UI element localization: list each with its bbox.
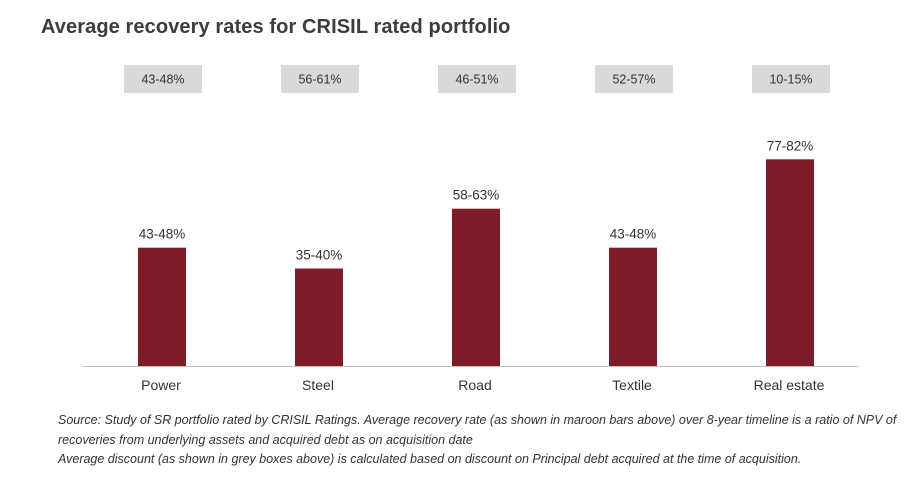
x-tick-label: Steel	[302, 377, 334, 393]
discount-label: 46-51%	[455, 73, 498, 87]
bar-value-label: 43-48%	[610, 227, 657, 242]
discount-label: 10-15%	[769, 73, 812, 87]
discount-label: 52-57%	[612, 73, 655, 87]
x-tick-label: Real estate	[754, 377, 825, 393]
discount-box	[595, 65, 673, 93]
discount-box	[438, 65, 516, 93]
discount-note: Average discount (as shown in grey boxes…	[58, 452, 802, 466]
bar	[766, 159, 814, 366]
x-tick-label: Textile	[612, 377, 652, 393]
bar-value-label: 43-48%	[139, 227, 186, 242]
bar	[295, 268, 343, 366]
discount-box	[124, 65, 202, 93]
bar-value-label: 77-82%	[767, 138, 814, 153]
bar	[138, 247, 186, 366]
bar-value-label: 58-63%	[453, 188, 500, 203]
source-note: Source: Study of SR portfolio rated by C…	[58, 413, 897, 447]
discount-label: 56-61%	[298, 73, 341, 87]
bar-value-label: 35-40%	[296, 248, 343, 263]
discount-box	[752, 65, 830, 93]
discount-box	[281, 65, 359, 93]
discount-label: 43-48%	[141, 73, 184, 87]
x-tick-label: Power	[141, 377, 181, 393]
x-tick-label: Road	[458, 377, 491, 393]
bar	[609, 247, 657, 366]
bar	[452, 208, 500, 366]
chart-title: Average recovery rates for CRISIL rated …	[41, 16, 511, 38]
